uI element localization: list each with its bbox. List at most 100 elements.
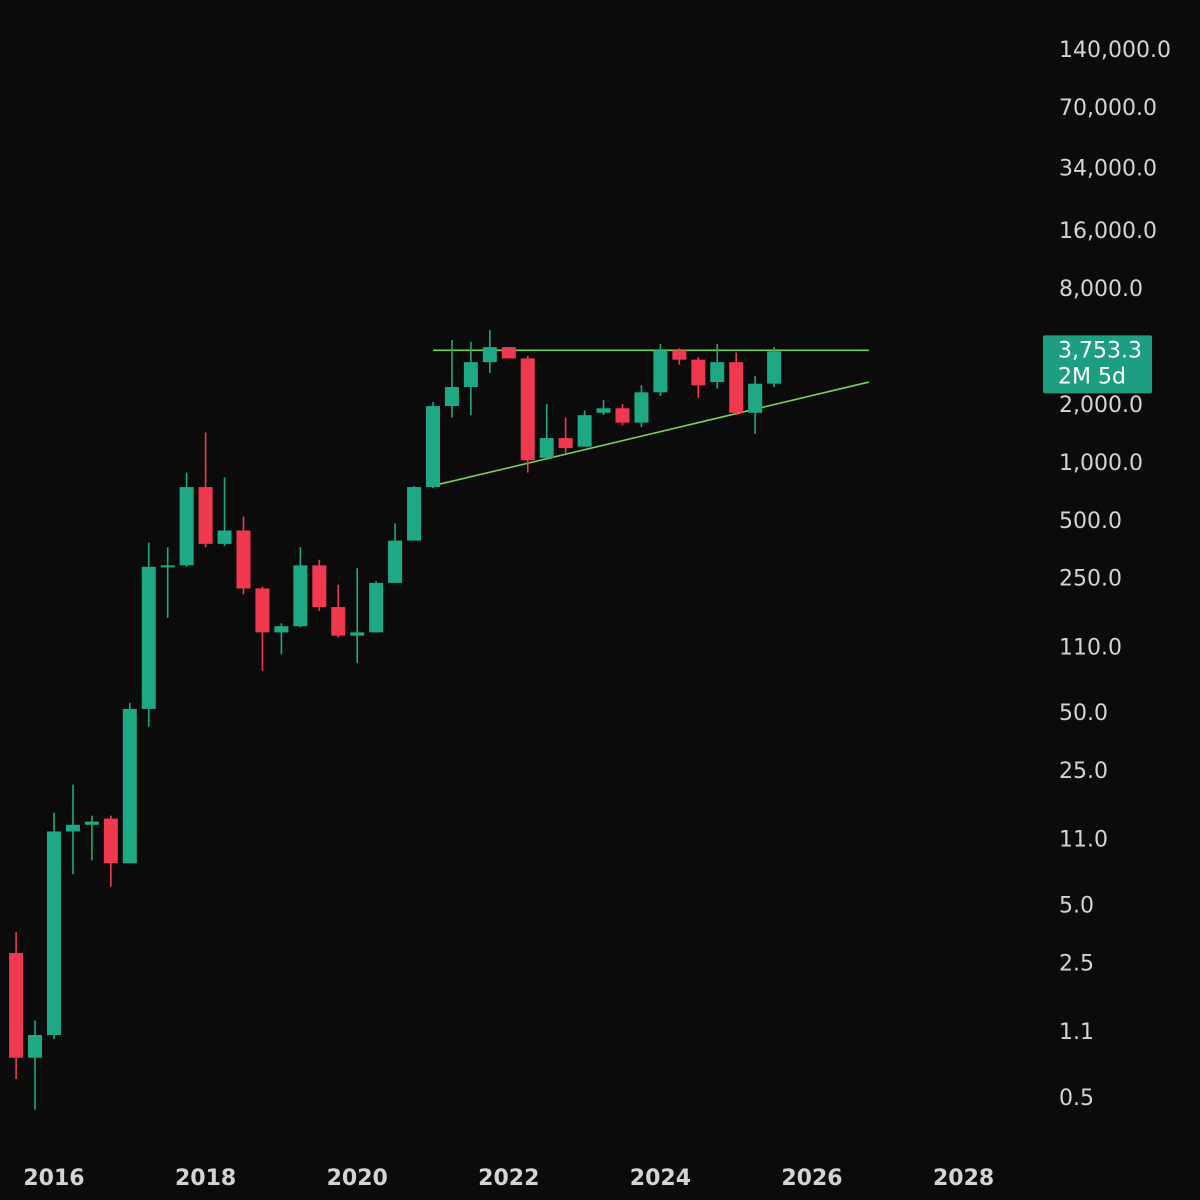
candle[interactable] <box>501 347 516 359</box>
candle-body <box>426 406 440 488</box>
candle-body <box>729 362 744 413</box>
y-tick-label: 500.0 <box>1059 509 1122 534</box>
y-tick-label: 110.0 <box>1059 635 1122 660</box>
candle-body <box>198 487 213 544</box>
candle-body <box>65 824 80 832</box>
candle-body <box>634 392 649 423</box>
candle-body <box>691 359 706 386</box>
candle-body <box>558 438 573 449</box>
candle[interactable] <box>634 385 649 427</box>
candle[interactable] <box>9 932 24 1080</box>
candle[interactable] <box>47 812 61 1040</box>
y-tick-label: 8,000.0 <box>1059 277 1143 302</box>
candle[interactable] <box>28 1020 43 1110</box>
candle[interactable] <box>369 581 384 633</box>
candle-body <box>596 408 611 413</box>
candle-body <box>103 818 118 864</box>
candle-body <box>122 708 137 864</box>
last-price-value: 3,753.3 <box>1058 338 1142 363</box>
candle[interactable] <box>691 357 706 398</box>
candle-body <box>369 582 384 633</box>
candle[interactable] <box>444 340 459 418</box>
candle[interactable] <box>558 417 573 454</box>
candle[interactable] <box>520 356 535 473</box>
candle[interactable] <box>653 344 668 397</box>
trendline-support[interactable] <box>436 381 870 486</box>
y-tick-label: 2.5 <box>1059 952 1094 977</box>
candle-body <box>672 350 687 360</box>
candles <box>9 329 782 1110</box>
y-tick-label: 25.0 <box>1059 759 1108 784</box>
candle[interactable] <box>577 410 592 447</box>
candle-body <box>47 831 61 1036</box>
candle-body <box>179 487 194 566</box>
candle-body <box>293 565 308 627</box>
candle[interactable] <box>255 586 270 671</box>
candle-body <box>274 626 289 633</box>
candle[interactable] <box>596 399 611 416</box>
candle[interactable] <box>331 584 346 638</box>
candle[interactable] <box>217 477 232 547</box>
candle-body <box>539 438 554 458</box>
candle-body <box>710 362 725 383</box>
candle-body <box>748 383 763 413</box>
candle[interactable] <box>767 347 782 388</box>
candle[interactable] <box>748 375 763 434</box>
candle[interactable] <box>179 472 194 567</box>
candle[interactable] <box>84 815 99 861</box>
candle[interactable] <box>482 329 497 373</box>
candle-body <box>255 588 270 633</box>
candle[interactable] <box>672 348 687 365</box>
candle-body <box>767 351 782 384</box>
y-tick-label: 5.0 <box>1059 894 1094 919</box>
candle-body <box>236 530 251 589</box>
candle-body <box>615 408 630 423</box>
candle-body <box>463 362 478 388</box>
candle[interactable] <box>160 547 175 618</box>
candle[interactable] <box>236 516 251 595</box>
candle[interactable] <box>103 815 118 887</box>
candle-body <box>160 565 175 568</box>
last-price-badge: 3,753.3 2M 5d <box>1043 335 1152 394</box>
candle[interactable] <box>312 559 327 611</box>
candle[interactable] <box>407 485 422 541</box>
candle[interactable] <box>729 352 744 416</box>
candle[interactable] <box>65 784 80 875</box>
candle-body <box>501 347 516 359</box>
price-axis[interactable]: 140,000.0 70,000.0 34,000.0 16,000.0 8,000.0… <box>1059 38 1171 1111</box>
candle[interactable] <box>122 702 137 864</box>
candle[interactable] <box>388 523 403 583</box>
last-price-badge-background <box>1043 335 1152 394</box>
candle[interactable] <box>274 623 289 655</box>
time-axis[interactable]: 2016 2018 2020 2022 2024 2026 2028 <box>23 1166 994 1191</box>
candle-body <box>28 1035 43 1058</box>
candle-body <box>407 487 422 541</box>
candle-body <box>520 358 535 461</box>
candle-body <box>141 566 156 709</box>
candle[interactable] <box>350 568 365 664</box>
candle-body <box>388 540 403 583</box>
candle[interactable] <box>463 341 478 416</box>
candle-body <box>84 821 99 825</box>
candle[interactable] <box>539 403 554 461</box>
candle[interactable] <box>141 542 156 727</box>
y-tick-label: 250.0 <box>1059 567 1122 592</box>
candle-body <box>653 350 668 393</box>
candle-countdown: 2M 5d <box>1058 364 1126 389</box>
candle-body <box>217 530 232 544</box>
candle[interactable] <box>615 403 630 426</box>
y-tick-label: 2,000.0 <box>1059 393 1143 418</box>
y-tick-label: 1,000.0 <box>1059 451 1143 476</box>
candle[interactable] <box>710 344 725 389</box>
candle[interactable] <box>293 547 308 628</box>
y-tick-label: 11.0 <box>1059 828 1108 853</box>
candle-body <box>331 607 346 636</box>
x-tick-label: 2018 <box>175 1166 236 1191</box>
candle[interactable] <box>426 401 440 489</box>
y-tick-label: 34,000.0 <box>1059 156 1157 181</box>
x-tick-label: 2022 <box>478 1166 539 1191</box>
candle[interactable] <box>198 432 213 548</box>
candle-body <box>577 415 592 447</box>
